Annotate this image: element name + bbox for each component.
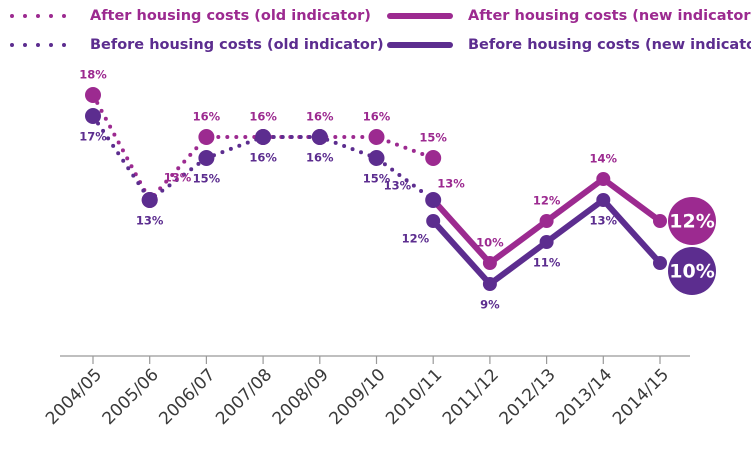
x-tick-label: 2013/14 [552, 365, 616, 429]
x-tick-label: 2012/13 [496, 365, 560, 429]
data-point [198, 129, 215, 145]
data-point [482, 277, 497, 291]
highlight-label: 12% [669, 211, 714, 233]
legend-label: Before housing costs (old indicator) [90, 37, 384, 53]
x-tick-label: 2005/06 [99, 365, 163, 429]
data-point [368, 150, 385, 166]
data-point [482, 256, 497, 270]
value-label: 16% [363, 110, 391, 124]
value-label: 16% [306, 151, 334, 165]
legend-label: After housing costs (old indicator) [90, 8, 371, 24]
data-point [426, 214, 441, 228]
value-label: 13% [590, 214, 618, 228]
value-label: 13% [437, 177, 465, 191]
data-point [596, 193, 611, 207]
legend-label: Before housing costs (new indicator) [468, 37, 751, 53]
value-label: 16% [193, 110, 221, 124]
highlight-label: 10% [669, 261, 714, 283]
value-label: 13% [164, 171, 192, 185]
value-label: 12% [402, 232, 430, 246]
data-point [255, 129, 272, 145]
value-label: 12% [533, 194, 561, 208]
data-point [85, 87, 101, 103]
data-point [539, 235, 554, 249]
x-tick-label: 2006/07 [155, 365, 219, 429]
value-label: 11% [533, 256, 561, 270]
x-tick-label: 2008/09 [269, 365, 333, 429]
x-tick-label: 2004/05 [42, 365, 106, 429]
value-label: 15% [419, 131, 447, 145]
data-point [653, 256, 667, 270]
value-label: 15% [363, 172, 391, 186]
data-point [539, 214, 554, 228]
data-point [425, 150, 442, 166]
x-tick-label: 2007/08 [212, 365, 276, 429]
data-point [425, 192, 442, 208]
data-point [653, 214, 667, 228]
value-label: 17% [79, 130, 107, 144]
x-tick-label: 2014/15 [609, 365, 673, 429]
data-point [368, 129, 385, 145]
value-label: 16% [249, 151, 277, 165]
value-label: 10% [476, 236, 504, 250]
x-tick-label: 2009/10 [325, 365, 389, 429]
data-point [198, 150, 215, 166]
legend-label: After housing costs (new indicator) [468, 8, 751, 24]
value-label: 9% [480, 298, 500, 312]
value-label: 15% [193, 172, 221, 186]
value-label: 13% [384, 179, 412, 193]
value-label: 14% [590, 152, 618, 166]
highlight-point [668, 197, 716, 245]
value-label: 16% [306, 110, 334, 124]
highlight-point [668, 247, 716, 295]
value-label: 13% [136, 214, 164, 228]
x-tick-label: 2010/11 [382, 365, 446, 429]
data-point [85, 108, 101, 124]
data-point [141, 192, 158, 208]
data-point [311, 129, 328, 145]
data-point [596, 172, 611, 186]
x-tick-label: 2011/12 [439, 365, 503, 429]
value-label: 18% [79, 68, 107, 82]
value-label: 16% [249, 110, 277, 124]
